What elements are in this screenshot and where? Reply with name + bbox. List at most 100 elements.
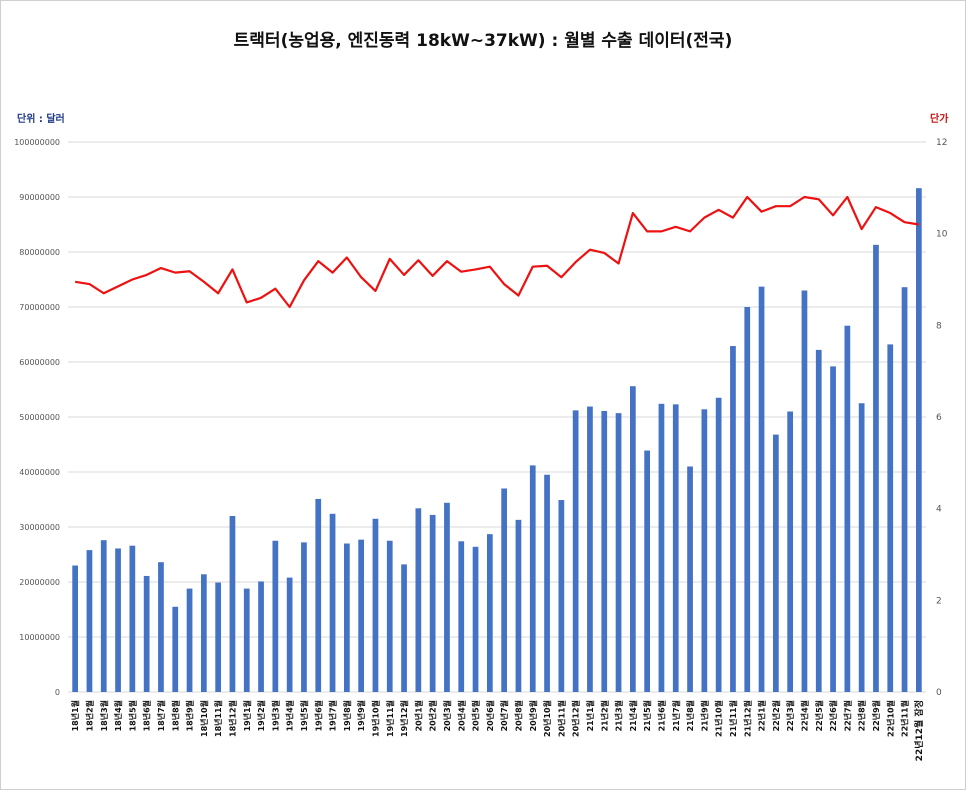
category-label: 20년9월 bbox=[528, 700, 538, 731]
left-axis-unit-label: 단위 : 달러 bbox=[17, 114, 65, 125]
category-label: 19년2월 bbox=[256, 700, 266, 731]
left-tick-label: 20000000 bbox=[19, 578, 60, 587]
category-label: 21년5월 bbox=[642, 700, 652, 731]
bar bbox=[873, 244, 879, 692]
category-label: 20년2월 bbox=[428, 700, 438, 731]
category-label: 20년8월 bbox=[513, 700, 523, 731]
bar bbox=[458, 541, 465, 692]
category-label: 19년9월 bbox=[356, 700, 366, 731]
category-label: 18년9월 bbox=[185, 700, 195, 731]
category-label: 19년6월 bbox=[313, 700, 323, 731]
category-label: 20년10월 bbox=[542, 700, 552, 737]
category-label: 18년1월 bbox=[70, 700, 80, 731]
right-tick-label: 4 bbox=[936, 505, 942, 515]
bar bbox=[672, 404, 679, 692]
bar bbox=[901, 287, 908, 692]
left-tick-label: 80000000 bbox=[19, 248, 60, 257]
bar bbox=[372, 518, 379, 692]
bar bbox=[86, 550, 93, 692]
bar bbox=[858, 403, 865, 692]
category-label: 20년4월 bbox=[456, 700, 466, 731]
category-label: 22년9월 bbox=[871, 700, 881, 731]
category-label: 18년10월 bbox=[199, 700, 209, 737]
bar bbox=[329, 513, 336, 692]
bar bbox=[172, 606, 179, 692]
bar bbox=[115, 548, 121, 692]
left-tick-label: 100000000 bbox=[14, 138, 60, 147]
category-label: 21년12월 bbox=[742, 700, 752, 737]
category-label: 22년2월 bbox=[771, 700, 781, 731]
category-label: 19년4월 bbox=[285, 700, 295, 731]
left-tick-label: 10000000 bbox=[19, 633, 60, 642]
bar bbox=[243, 588, 250, 692]
right-tick-label: 10 bbox=[936, 230, 948, 240]
category-label: 22년11월 bbox=[900, 700, 910, 737]
left-tick-label: 70000000 bbox=[19, 303, 60, 312]
bar bbox=[601, 410, 608, 692]
bar bbox=[229, 516, 236, 692]
category-label: 18년7월 bbox=[156, 700, 166, 731]
category-label: 21년10월 bbox=[714, 700, 724, 737]
bar bbox=[158, 562, 164, 692]
category-label: 18년8월 bbox=[170, 700, 180, 731]
category-label: 20년11월 bbox=[556, 700, 566, 737]
category-label: 22년8월 bbox=[857, 700, 867, 731]
category-label: 19년3월 bbox=[270, 700, 280, 731]
category-label: 21년8월 bbox=[685, 700, 695, 731]
category-label: 20년6월 bbox=[485, 700, 495, 731]
bar bbox=[730, 346, 736, 692]
bar bbox=[401, 564, 407, 692]
right-axis-unit-label: 단가 bbox=[930, 114, 949, 125]
category-label: 21년3월 bbox=[614, 700, 624, 731]
bar bbox=[415, 508, 422, 692]
right-tick-label: 2 bbox=[936, 596, 942, 606]
category-label: 19년8월 bbox=[342, 700, 352, 731]
bar bbox=[515, 519, 522, 692]
bar bbox=[272, 540, 279, 692]
category-label: 19년12월 bbox=[399, 700, 409, 737]
category-label: 22년12월 잠정 bbox=[913, 700, 925, 761]
category-label: 20년3월 bbox=[442, 700, 452, 731]
right-tick-label: 12 bbox=[936, 138, 947, 148]
bar bbox=[815, 349, 822, 692]
unit-price-line bbox=[74, 195, 920, 309]
bar bbox=[444, 502, 450, 692]
bar bbox=[529, 465, 536, 692]
left-axis-ticks: 0 10000000 20000000 30000000 40000000 5000000… bbox=[14, 138, 60, 697]
bar bbox=[772, 434, 779, 692]
bar bbox=[844, 325, 851, 692]
unit-price-series-line bbox=[74, 195, 920, 309]
bar bbox=[558, 500, 565, 692]
bar bbox=[715, 397, 722, 692]
bar bbox=[544, 474, 550, 692]
category-label: 19년5월 bbox=[299, 700, 309, 731]
category-label: 18년12월 bbox=[227, 700, 237, 737]
left-tick-label: 30000000 bbox=[19, 523, 60, 532]
bar bbox=[587, 406, 593, 692]
category-label: 21년4월 bbox=[628, 700, 638, 731]
right-tick-label: 6 bbox=[936, 413, 942, 423]
category-label: 19년10월 bbox=[370, 700, 380, 737]
bar bbox=[629, 386, 636, 692]
left-tick-label: 60000000 bbox=[19, 358, 60, 367]
category-label: 22년1월 bbox=[757, 700, 767, 731]
bar bbox=[744, 307, 751, 692]
bar bbox=[572, 410, 579, 692]
category-label: 20년5월 bbox=[471, 700, 481, 731]
category-label: 21년11월 bbox=[728, 700, 738, 737]
left-tick-label: 90000000 bbox=[19, 193, 60, 202]
category-label: 22년5월 bbox=[814, 700, 824, 731]
category-label: 19년11월 bbox=[385, 700, 395, 737]
bar bbox=[801, 290, 808, 692]
category-label: 21년9월 bbox=[699, 700, 709, 731]
category-label: 22년3월 bbox=[785, 700, 795, 731]
bar bbox=[386, 540, 393, 692]
bar bbox=[429, 514, 436, 692]
category-label: 21년6월 bbox=[656, 700, 666, 731]
category-label: 21년1월 bbox=[585, 700, 595, 731]
category-label: 20년7월 bbox=[499, 700, 509, 731]
category-label: 20년1월 bbox=[413, 700, 423, 731]
right-axis-ticks: 0 2 4 6 8 10 12 bbox=[936, 138, 948, 698]
bar bbox=[358, 539, 365, 692]
category-label: 21년2월 bbox=[599, 700, 609, 731]
